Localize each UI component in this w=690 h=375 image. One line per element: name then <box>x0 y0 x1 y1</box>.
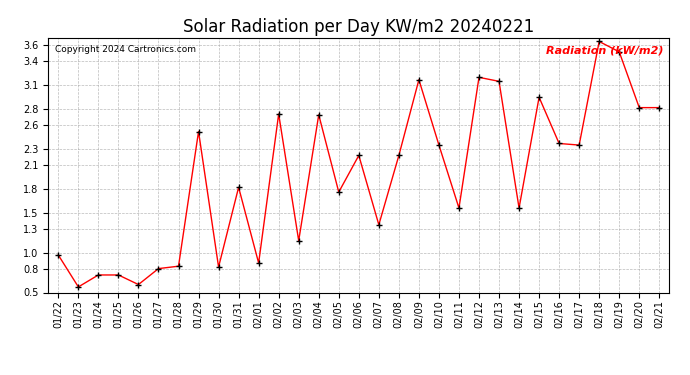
Text: Radiation (kW/m2): Radiation (kW/m2) <box>546 45 663 55</box>
Title: Solar Radiation per Day KW/m2 20240221: Solar Radiation per Day KW/m2 20240221 <box>183 18 535 36</box>
Text: Copyright 2024 Cartronics.com: Copyright 2024 Cartronics.com <box>55 45 195 54</box>
